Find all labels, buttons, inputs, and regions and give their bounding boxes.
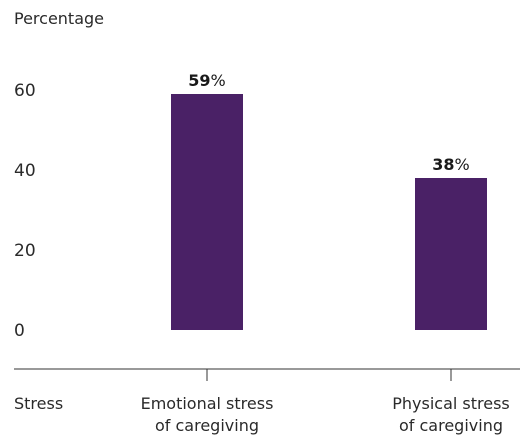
x-category-label: of caregiving <box>399 416 503 435</box>
y-tick-label: 40 <box>14 161 36 181</box>
y-tick-label: 20 <box>14 241 36 261</box>
x-axis-title: Stress <box>14 394 63 413</box>
x-category-label: of caregiving <box>155 416 259 435</box>
bars <box>171 94 487 330</box>
x-axis-ticks <box>206 369 452 381</box>
bar <box>171 94 243 330</box>
data-label: 59% <box>188 71 225 90</box>
category-labels: Emotional stress of caregiving Physical st… <box>141 394 510 435</box>
data-labels: 59% 38% <box>188 71 469 174</box>
x-category-label: Physical stress <box>392 394 510 413</box>
y-tick-label: 0 <box>14 321 25 341</box>
bar <box>415 178 487 330</box>
y-axis-ticks: 0 20 40 60 <box>14 81 36 341</box>
y-axis-title: Percentage <box>14 9 104 28</box>
x-category-label: Emotional stress <box>141 394 274 413</box>
data-label: 38% <box>432 155 469 174</box>
y-tick-label: 60 <box>14 81 36 101</box>
